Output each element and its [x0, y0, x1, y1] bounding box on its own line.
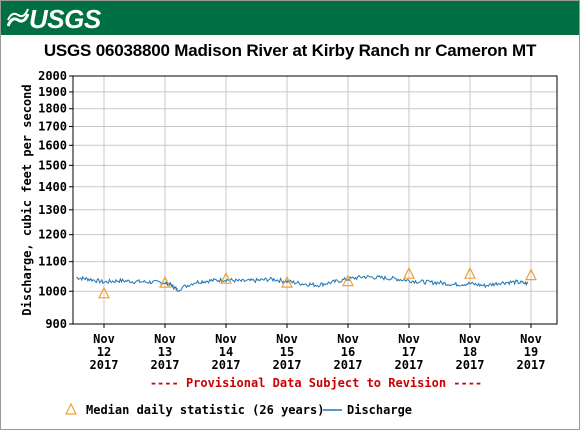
- series-layer: [76, 266, 537, 299]
- x-tick-label: 2017: [212, 358, 241, 372]
- x-tick-label: 18: [463, 345, 477, 359]
- x-tick-label: 13: [158, 345, 172, 359]
- y-tick-label: 1000: [38, 284, 67, 298]
- usgs-banner: USGS: [1, 1, 579, 35]
- x-tick-label: Nov: [337, 332, 359, 346]
- x-tick-label: Nov: [459, 332, 481, 346]
- median-marker: [342, 274, 354, 287]
- x-tick-label: Nov: [398, 332, 420, 346]
- usgs-logo-text: USGS: [29, 4, 101, 34]
- y-tick-label: 900: [45, 317, 67, 331]
- y-tick-label: 1500: [38, 158, 67, 172]
- grid-layer: [73, 75, 557, 325]
- median-marker: [281, 275, 293, 288]
- usgs-wave-icon: [7, 8, 29, 27]
- legend-discharge-label: Discharge: [347, 403, 412, 417]
- x-tick-label: 2017: [395, 358, 424, 372]
- plot-area: [73, 76, 557, 324]
- x-tick-label: 14: [219, 345, 233, 359]
- y-tick-label: 1200: [38, 228, 67, 242]
- median-marker: [159, 275, 171, 288]
- x-tick-label: 2017: [90, 358, 119, 372]
- median-marker: [403, 266, 415, 279]
- x-tick-label: Nov: [276, 332, 298, 346]
- x-tick-label: 19: [524, 345, 538, 359]
- x-tick-label: Nov: [154, 332, 176, 346]
- x-tick-label: 2017: [334, 358, 363, 372]
- discharge-line: [76, 274, 529, 292]
- legend: Median daily statistic (26 years) Dischar…: [65, 402, 412, 417]
- y-tick-label: 1900: [38, 85, 67, 99]
- legend-median-symbol: [65, 402, 77, 415]
- y-tick-label: 1800: [38, 102, 67, 116]
- x-tick-label: 15: [280, 345, 294, 359]
- x-tick-label: 16: [341, 345, 355, 359]
- y-tick-label: 2000: [38, 69, 67, 83]
- usgs-logo[interactable]: USGS: [7, 6, 101, 32]
- median-marker: [98, 286, 110, 299]
- x-tick-label: Nov: [520, 332, 542, 346]
- chart-title: USGS 06038800 Madison River at Kirby Ran…: [43, 41, 537, 60]
- x-tick-label: 2017: [151, 358, 180, 372]
- provisional-note: ---- Provisional Data Subject to Revisio…: [150, 376, 482, 390]
- y-tick-label: 1600: [38, 138, 67, 152]
- x-tick-label: 17: [402, 345, 416, 359]
- legend-median-label: Median daily statistic (26 years): [86, 403, 324, 417]
- x-tick-label: Nov: [93, 332, 115, 346]
- plot-border: [72, 75, 558, 325]
- x-tick-label: 2017: [273, 358, 302, 372]
- x-tick-label: 2017: [456, 358, 485, 372]
- median-marker: [220, 271, 232, 284]
- x-tick-label: 12: [97, 345, 111, 359]
- axis-layer: 900 1000 1100 1200 1300 1400 1500 1600 1700 1800 1…: [38, 69, 558, 372]
- y-tick-label: 1300: [38, 203, 67, 217]
- median-marker: [464, 266, 476, 279]
- y-tick-label: 1400: [38, 180, 67, 194]
- y-tick-label: 1700: [38, 119, 67, 133]
- x-tick-label: 2017: [517, 358, 546, 372]
- x-tick-label: Nov: [215, 332, 237, 346]
- median-marker: [525, 268, 537, 281]
- y-tick-label: 1100: [38, 255, 67, 269]
- y-axis-label: Discharge, cubic feet per second: [20, 84, 34, 315]
